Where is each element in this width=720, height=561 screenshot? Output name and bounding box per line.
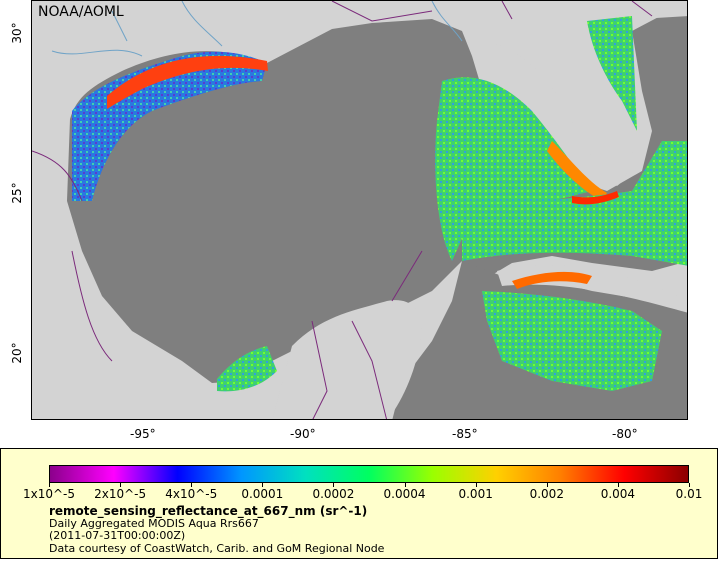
y-tick-label: 20° (10, 342, 24, 364)
map-image[interactable] (32, 1, 688, 420)
colorbar (49, 465, 689, 483)
atlantic-data (587, 16, 637, 131)
louisiana-shelf-data (107, 55, 268, 109)
colorbar-tick (617, 483, 619, 487)
colorbar-tick-label: 2x10^-5 (94, 487, 147, 501)
florida-land (452, 1, 687, 186)
colorbar-tick-label: 0.0004 (383, 487, 426, 501)
map-frame[interactable]: NOAA/AOML (31, 0, 688, 420)
x-tick-label: -85° (452, 427, 478, 441)
colorbar-tick (546, 483, 548, 487)
legend-line-3: Data courtesy of CoastWatch, Carib. and … (49, 541, 385, 555)
colorbar-tick (404, 483, 406, 487)
credit-label: NOAA/AOML (38, 4, 124, 20)
cuba-coast-data (512, 271, 592, 289)
colorbar-tick-label: 1x10^-5 (22, 487, 76, 501)
y-tick-label: 25° (10, 182, 24, 204)
x-tick-label: -90° (290, 427, 316, 441)
legend-title: remote_sensing_reflectance_at_667_nm (sr… (49, 504, 368, 518)
x-tick-label: -80° (612, 427, 638, 441)
political-borders (32, 1, 653, 419)
legend-panel: remote_sensing_reflectance_at_667_nm (sr… (0, 448, 718, 559)
campeche-data (217, 346, 277, 392)
colorbar-tick-label: 4x10^-5 (165, 487, 218, 501)
colorbar-tick (191, 483, 193, 487)
gulf-of-mexico-ocean (67, 2, 687, 383)
colorbar-tick (49, 483, 50, 487)
legend-line-2: (2011-07-31T00:00:00Z) (49, 529, 186, 542)
y-tick-label: 30° (10, 22, 24, 44)
colorbar-tick (689, 483, 690, 487)
colorbar-tick (333, 483, 335, 487)
keys-data (572, 191, 619, 205)
florida-coast-data (547, 141, 607, 201)
colorbar-tick-label: 0.001 (458, 487, 493, 501)
colorbar-tick (262, 483, 264, 487)
colorbar-tick (475, 483, 477, 487)
legend-line-1: Daily Aggregated MODIS Aqua Rrs667 (49, 516, 259, 530)
colorbar-tick (120, 483, 122, 487)
colorbar-tick-label: 0.004 (600, 487, 636, 501)
colorbar-tick-label: 0.0002 (312, 487, 355, 501)
x-tick-label: -95° (130, 427, 156, 441)
legend-text: remote_sensing_reflectance_at_667_nm (sr… (49, 505, 384, 555)
caribbean-data (482, 291, 662, 391)
colorbar-tick-label: 0.01 (675, 487, 703, 501)
colorbar-tick-label: 0.0001 (241, 487, 284, 501)
river (51, 1, 463, 57)
colorbar-tick-label: 0.002 (529, 487, 564, 501)
yucatan-land (272, 300, 422, 419)
